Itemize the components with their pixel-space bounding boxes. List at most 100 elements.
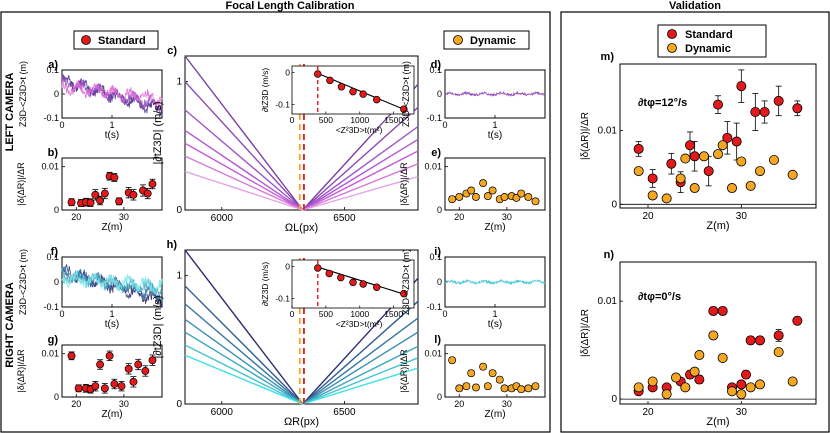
panel-b-letter: b) — [48, 147, 59, 159]
data-point — [148, 356, 157, 365]
legend-standard-label: Standard — [98, 35, 146, 47]
panel-m-xlabel: Z(m) — [706, 220, 729, 232]
x-tick-label: 1 — [109, 120, 114, 130]
y-tick-label: 0 — [54, 89, 59, 99]
y-tick-label: 0.1 — [429, 252, 442, 262]
data-point — [100, 189, 109, 198]
data-point-standard — [731, 136, 742, 147]
data-point-dynamic — [647, 376, 658, 387]
panel-m: 20 30 0 0.01 m) Z(m) |δ(ΔR)|/ΔR ∂tφ=12°/s — [580, 51, 817, 232]
calibration-line-left — [184, 331, 304, 405]
inset-data-point — [372, 283, 381, 291]
data-point — [96, 360, 105, 369]
x-tick-label: 6500 — [333, 213, 356, 224]
y-tick-label: 0 — [437, 89, 442, 99]
data-point — [117, 382, 126, 391]
inset-xlabel: <Z²3D>t(m²) — [336, 319, 383, 329]
data-point-dynamic — [787, 376, 798, 387]
panel-m-frame — [619, 63, 817, 209]
inset-ylabel: ∂tZ3D (m/s) — [260, 262, 270, 307]
legend-validation-standard-marker — [667, 29, 677, 39]
panel-m-annotation: ∂tφ=12°/s — [638, 97, 687, 109]
calibration-line-left — [184, 344, 304, 405]
inset-data-point — [349, 87, 357, 96]
inset-x-tick-label: 1000 — [350, 115, 369, 125]
calibration-line-left — [184, 55, 304, 211]
series-flat — [444, 90, 546, 97]
data-point — [134, 360, 143, 369]
inset-ylabel: ∂tZ3D (m/s) — [260, 68, 270, 113]
x-tick-label: 20 — [642, 211, 654, 222]
right-camera-label: RIGHT CAMERA — [4, 282, 16, 368]
data-point-dynamic — [675, 173, 686, 184]
inset-data-point — [359, 90, 367, 98]
data-point — [129, 190, 138, 199]
data-point — [524, 193, 533, 201]
data-point — [455, 384, 464, 393]
legend-validation-dynamic-label: Dynamic — [685, 43, 731, 55]
inset-data-point — [400, 105, 408, 113]
panel-f-ylabel: Z3D-<Z3D>t (m) — [18, 249, 28, 315]
calibration-line-right — [302, 367, 419, 405]
data-point — [91, 190, 100, 199]
data-point — [455, 193, 464, 201]
panel-l-ylabel: |δ(ΔR)|/ΔR — [399, 349, 409, 393]
data-point-dynamic — [755, 379, 766, 390]
calibration-line-right — [302, 126, 419, 211]
left-title: Focal Length Calibration — [226, 0, 355, 12]
data-point — [517, 385, 526, 394]
inset-data-point — [314, 70, 322, 78]
inset-xlabel: <Z²3D>t(m²) — [336, 125, 383, 135]
data-point-dynamic — [689, 183, 700, 194]
data-point-dynamic — [727, 386, 738, 397]
calibration-line-left — [184, 303, 304, 405]
panel-a-letter: a) — [48, 59, 58, 71]
data-point — [110, 173, 119, 182]
data-point-standard — [792, 103, 803, 114]
y-tick-label: 0 — [611, 199, 617, 210]
y-tick-label: 0.01 — [598, 296, 618, 307]
x-tick-label: 30 — [502, 212, 512, 222]
panel-l: 20 30 0 0.01 l) Z(m) |δ(ΔR)|/ΔR — [399, 334, 546, 420]
data-point-standard — [685, 140, 696, 151]
data-point-dynamic — [745, 180, 756, 191]
y-tick-label: 0 — [54, 277, 59, 287]
x-tick-label: 1 — [109, 309, 114, 319]
data-point — [483, 192, 492, 201]
panel-l-letter: l) — [434, 334, 441, 346]
data-point-dynamic — [647, 190, 658, 201]
data-point-standard — [713, 99, 724, 110]
data-point — [517, 189, 526, 198]
data-point — [524, 384, 533, 393]
panel-h-xlabel: ΩR(px) — [284, 416, 319, 428]
calibration-line-right — [302, 317, 419, 405]
calibration-line-left — [184, 170, 303, 211]
data-point-dynamic — [708, 330, 719, 341]
y-tick-label: 0 — [437, 277, 442, 287]
data-point — [472, 193, 480, 201]
panel-f: 0 1-0.100.1f)t(s)Z3D-<Z3D>t (m) — [18, 246, 163, 330]
inset-y-tick-label: 0 — [285, 261, 290, 271]
x-tick-label: 30 — [736, 211, 748, 222]
x-tick-label: 6000 — [211, 407, 234, 418]
x-tick-label: 0 — [442, 309, 447, 319]
panel-n-frame — [619, 261, 817, 405]
panel-c: 6000 6500 0 1 c) ΩL(px) |∂tZ3D| (m/s) 0 500 1000 1… — [152, 45, 419, 234]
x-tick-label: 0 — [442, 120, 447, 130]
data-point — [91, 382, 100, 391]
data-point — [483, 382, 492, 391]
data-point-standard — [708, 305, 719, 316]
series-pink — [61, 78, 163, 106]
data-point — [448, 195, 457, 204]
calibration-line-right — [302, 175, 419, 211]
data-point — [467, 369, 476, 378]
calibration-line-right — [302, 357, 419, 405]
y-tick-label: 0 — [437, 392, 442, 402]
panel-d: 0 1-0.100.1d)t(s)Z3D-<Z3D>t (m) — [401, 59, 546, 141]
inset-x-tick-label: 1500 — [384, 309, 403, 319]
right-title: Validation — [669, 0, 721, 12]
data-point — [531, 382, 540, 391]
data-point — [500, 384, 509, 393]
data-point-dynamic — [661, 389, 672, 400]
